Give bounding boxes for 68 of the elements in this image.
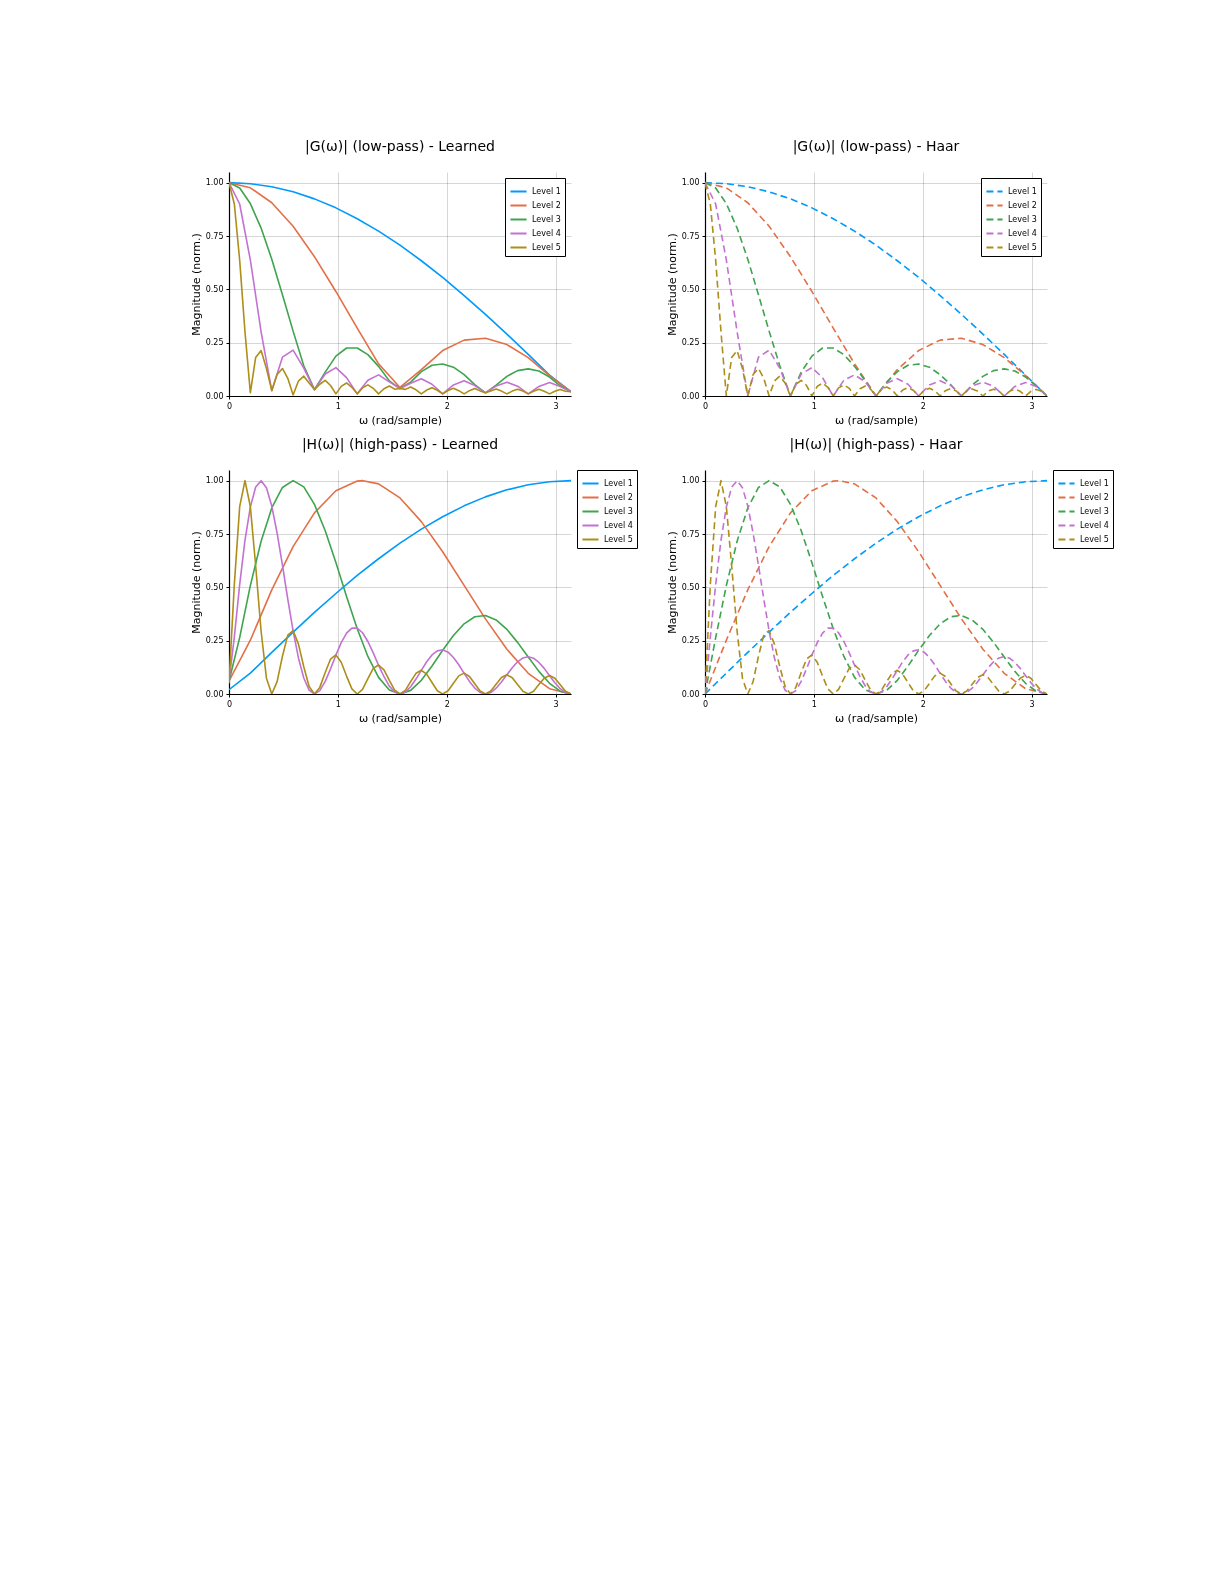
x-tick-label: 2 [444,699,450,709]
chart-title: |H(ω)| (high-pass) - Haar [789,435,963,453]
y-tick-label: 1.00 [205,178,224,188]
y-tick-label: 0.75 [205,231,224,241]
x-tick-label: 1 [811,699,817,709]
chart-title: |G(ω)| (low-pass) - Haar [792,138,960,155]
x-tick-label: 2 [444,401,450,411]
y-tick-label: 0.50 [681,284,700,294]
y-tick-label: 0.00 [205,391,224,401]
x-axis-title: ω (rad/sample) [834,413,919,427]
y-tick-label: 0.00 [681,689,700,699]
x-tick-label: 3 [553,699,559,709]
x-tick-label: 0 [226,401,233,411]
x-tick-label: 0 [702,401,709,411]
legend-label: Level 2 [1008,200,1037,210]
y-tick-label: 0.75 [681,529,700,539]
x-tick-label: 2 [920,699,926,709]
x-tick-label: 1 [811,401,817,411]
x-axis-title: ω (rad/sample) [358,413,443,427]
legend-label: Level 3 [604,506,633,516]
y-tick-label: 0.50 [205,284,224,294]
legend-label: Level 5 [532,242,561,252]
y-tick-label: 0.00 [681,391,700,401]
y-tick-label: 0.50 [681,582,700,592]
x-tick-label: 3 [1029,401,1035,411]
x-tick-label: 2 [920,401,926,411]
y-axis-title: Magnitude (norm.) [665,233,679,336]
y-tick-label: 0.25 [681,636,700,646]
y-tick-label: 0.00 [205,689,224,699]
y-axis-title: Magnitude (norm.) [665,531,679,634]
chart-title: |H(ω)| (high-pass) - Learned [301,435,499,453]
legend-label: Level 1 [1080,478,1109,488]
y-tick-label: 0.75 [205,529,224,539]
legend-label: Level 2 [604,492,633,502]
legend-label: Level 5 [604,534,633,544]
y-tick-label: 1.00 [205,476,224,486]
y-axis-title: Magnitude (norm.) [189,233,203,336]
y-tick-label: 0.25 [681,338,700,348]
y-tick-label: 0.50 [205,582,224,592]
x-tick-label: 3 [553,401,559,411]
y-tick-label: 0.25 [205,636,224,646]
y-tick-label: 0.75 [681,231,700,241]
y-tick-label: 1.00 [681,476,700,486]
x-tick-label: 1 [335,401,341,411]
y-tick-label: 0.25 [205,338,224,348]
legend-label: Level 4 [1008,228,1037,238]
x-tick-label: 3 [1029,699,1035,709]
x-tick-label: 1 [335,699,341,709]
legend-label: Level 2 [532,200,561,210]
legend-label: Level 3 [1008,214,1037,224]
legend-label: Level 1 [604,478,633,488]
x-tick-label: 0 [702,699,709,709]
x-axis-title: ω (rad/sample) [358,711,443,725]
y-axis-title: Magnitude (norm.) [189,531,203,634]
legend-label: Level 1 [1008,186,1037,196]
legend-label: Level 2 [1080,492,1109,502]
x-axis-title: ω (rad/sample) [834,711,919,725]
legend-label: Level 4 [604,520,633,530]
legend-label: Level 3 [532,214,561,224]
legend-label: Level 5 [1008,242,1037,252]
x-tick-label: 0 [226,699,233,709]
y-tick-label: 1.00 [681,178,700,188]
legend-label: Level 5 [1080,534,1109,544]
legend-label: Level 1 [532,186,561,196]
chart-title: |G(ω)| (low-pass) - Learned [305,138,495,155]
legend-label: Level 4 [532,228,561,238]
legend-label: Level 4 [1080,520,1109,530]
legend-label: Level 3 [1080,506,1109,516]
